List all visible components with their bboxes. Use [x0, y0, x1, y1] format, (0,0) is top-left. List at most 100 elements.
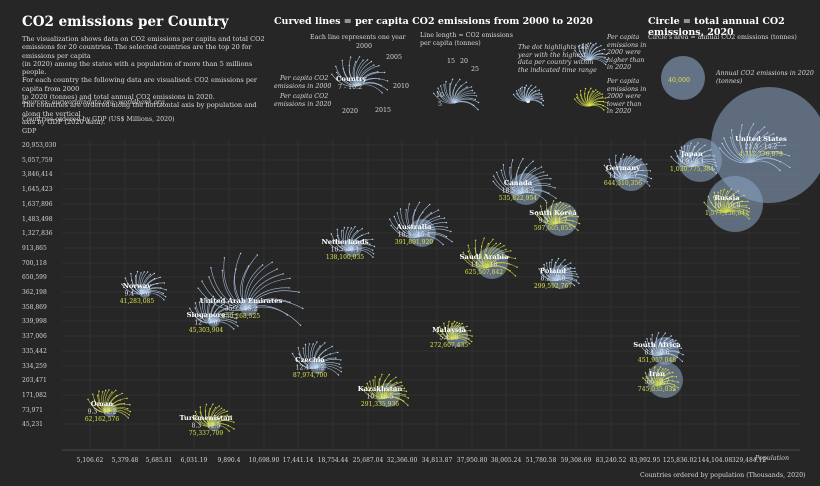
year-dot: [302, 307, 304, 310]
year-dot: [664, 332, 666, 334]
year-line: [234, 253, 247, 310]
year-line: [357, 84, 383, 94]
x-tick-label: 5,685.81: [146, 457, 173, 464]
year-dot: [502, 164, 505, 166]
y-axis-caption: Countries ordered by GDP (US$ Millions, …: [22, 116, 175, 123]
year-dot: [350, 227, 353, 229]
year-line: [516, 158, 524, 194]
year-line: [397, 212, 418, 238]
year-line: [211, 297, 222, 323]
year-dot: [469, 330, 472, 332]
year-dot: [729, 136, 732, 139]
year-line: [125, 278, 144, 295]
year-dot: [126, 397, 128, 400]
year-dot: [445, 80, 447, 83]
year-line: [555, 219, 580, 225]
country-range: 11.1 - 7.7: [609, 173, 638, 180]
x-tick-label: 51,780.58: [526, 457, 557, 464]
country-total: 1,577,136,041: [705, 210, 749, 217]
year-dot: [223, 257, 226, 259]
year-dot: [512, 93, 515, 96]
year-dot: [408, 203, 410, 205]
year-line: [314, 342, 326, 369]
legend-tick: 10: [436, 92, 444, 99]
year-dot: [687, 144, 689, 147]
year-dot: [436, 331, 438, 333]
year-dot: [576, 96, 578, 99]
legend-dot-note-line: year with the highest: [518, 51, 586, 59]
year-dot: [456, 321, 458, 324]
year-dot: [511, 159, 514, 161]
year-dot: [298, 353, 300, 355]
year-line: [492, 181, 522, 195]
year-dot: [471, 335, 473, 337]
year-line: [550, 200, 557, 225]
year-line: [475, 240, 488, 269]
year-line: [353, 56, 360, 87]
year-dot: [704, 144, 706, 146]
year-line: [660, 351, 684, 356]
year-dot: [140, 272, 142, 274]
year-dot: [208, 276, 210, 278]
year-dot: [212, 295, 215, 298]
legend-circle-heading: Circle = total annual CO2 emissions, 202…: [648, 16, 785, 38]
year-line: [487, 262, 518, 269]
country-name: Canada: [504, 179, 533, 187]
total-emissions-circle: [711, 87, 820, 203]
year-dot: [377, 71, 379, 73]
year-dot: [471, 340, 473, 343]
year-dot: [92, 393, 94, 395]
year-dot: [646, 338, 648, 340]
country-range: 14.3 - 18: [471, 262, 498, 269]
year-line: [454, 101, 479, 110]
year-dot: [374, 376, 376, 378]
legend-higher-line: 2000 were: [607, 49, 641, 56]
year-dot: [477, 101, 480, 104]
year-dot: [134, 275, 137, 277]
legend-circle-sub: Circle's area = annual CO2 emissions (to…: [648, 34, 797, 41]
emission-fan: [436, 320, 473, 345]
year-dot: [390, 224, 392, 226]
year-dot: [369, 243, 371, 245]
year-dot: [326, 239, 328, 242]
year-dot: [230, 415, 233, 417]
year-dot: [577, 45, 580, 47]
year-line: [357, 61, 372, 87]
year-dot: [128, 414, 130, 416]
year-dot: [543, 263, 545, 266]
country-total: 41,283,085: [120, 298, 155, 305]
year-line: [625, 169, 651, 180]
year-dot: [129, 404, 131, 406]
year-dot: [302, 347, 304, 349]
year-dot: [737, 190, 739, 192]
year-line: [143, 292, 165, 300]
year-dot: [378, 65, 380, 67]
year-dot: [462, 326, 464, 328]
year-line: [721, 143, 752, 163]
year-dot: [590, 42, 592, 44]
description-line: axis by GDP (2020 data).: [22, 117, 106, 126]
year-dot: [682, 354, 684, 356]
year-dot: [210, 267, 212, 269]
country-total: 451,957,048: [638, 357, 676, 364]
year-dot: [209, 299, 211, 301]
year-dot: [709, 154, 711, 156]
year-dot: [748, 218, 750, 220]
year-dot: [201, 280, 203, 282]
year-dot: [693, 145, 696, 148]
year-dot: [366, 59, 369, 61]
year-dot: [362, 59, 364, 61]
year-line: [693, 165, 717, 174]
country-total: 138,100,035: [326, 254, 364, 261]
legend-pc2000-line: emissions in 2000: [274, 83, 331, 90]
year-dot: [372, 249, 374, 251]
country-name: Norway: [123, 282, 153, 290]
year-dot: [585, 43, 587, 46]
year-line: [467, 245, 488, 269]
year-dot: [690, 142, 692, 144]
year-dot: [605, 61, 607, 63]
emission-fan: [433, 78, 480, 111]
year-dot: [748, 207, 751, 210]
year-dot: [540, 93, 543, 95]
